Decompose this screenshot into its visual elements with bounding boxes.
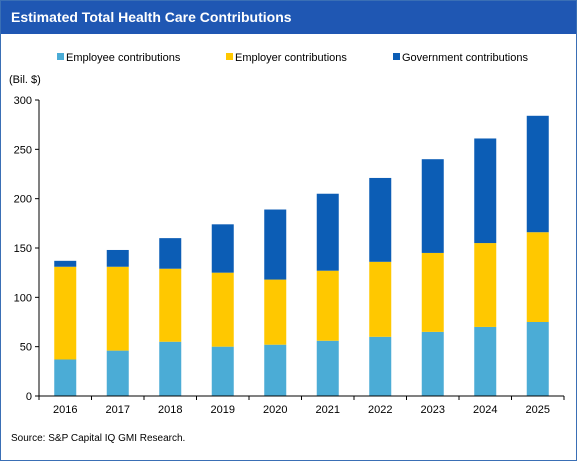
bar-segment [474, 138, 497, 244]
bar-segment [316, 270, 339, 341]
legend-swatch [393, 53, 400, 60]
bar-segment [211, 346, 234, 396]
bar-segment [211, 224, 234, 273]
bar-segment [421, 331, 444, 396]
y-tick-label: 150 [14, 243, 32, 255]
bar-segment [106, 249, 129, 267]
legend-swatch [226, 53, 233, 60]
x-tick-label: 2019 [211, 404, 235, 416]
bar-segment [421, 252, 444, 332]
bar-segment [54, 359, 77, 396]
bar-segment [421, 159, 444, 253]
x-axis: 2016 2017 2018 2019 2020 2021 2022 2023 2024 2025 [38, 395, 565, 416]
y-tick-label: 200 [14, 194, 32, 206]
legend-swatch [57, 53, 64, 60]
y-tick-label: 250 [14, 144, 32, 156]
bar-segment [106, 350, 129, 396]
y-tick-label: 100 [14, 292, 32, 304]
bar-segment [211, 272, 234, 347]
x-tick-label: 2024 [473, 404, 497, 416]
bar-segment [526, 232, 549, 322]
source-note: Source: S&P Capital IQ GMI Research. [11, 433, 186, 444]
bar-segment [369, 177, 392, 262]
bar-segment [159, 341, 182, 396]
bars [54, 115, 549, 396]
x-tick-label: 2025 [526, 404, 550, 416]
legend-label: Government contributions [402, 52, 528, 64]
title-bar: Estimated Total Health Care Contribution… [1, 1, 576, 34]
bar-segment [159, 268, 182, 342]
bar-segment [159, 238, 182, 269]
legend-label: Employee contributions [66, 52, 181, 64]
bar-segment [474, 326, 497, 396]
bar-segment [264, 209, 287, 280]
bar-segment [369, 261, 392, 337]
y-axis: 0 50 100 150 200 250 300 [14, 95, 40, 403]
x-tick-label: 2017 [106, 404, 130, 416]
x-tick-label: 2016 [53, 404, 77, 416]
bar-segment [264, 344, 287, 396]
bar-segment [316, 193, 339, 271]
x-tick-label: 2021 [316, 404, 340, 416]
x-tick-label: 2020 [263, 404, 287, 416]
bar-segment [369, 336, 392, 396]
bar-segment [54, 260, 77, 267]
bar-segment [474, 243, 497, 327]
x-tick-label: 2023 [421, 404, 445, 416]
bar-segment [264, 279, 287, 345]
y-tick-label: 50 [20, 342, 32, 354]
y-axis-label: (Bil. $) [9, 74, 41, 86]
legend: Employee contributions Employer contribut… [57, 52, 528, 64]
y-tick-label: 0 [26, 391, 32, 403]
chart-title: Estimated Total Health Care Contribution… [11, 9, 292, 25]
x-tick-label: 2022 [368, 404, 392, 416]
bar-segment [526, 322, 549, 396]
legend-label: Employer contributions [235, 52, 347, 64]
bar-segment [316, 340, 339, 396]
bar-segment [106, 266, 129, 351]
bar-segment [526, 115, 549, 233]
x-tick-label: 2018 [158, 404, 182, 416]
bar-segment [54, 266, 77, 360]
y-tick-label: 300 [14, 95, 32, 107]
